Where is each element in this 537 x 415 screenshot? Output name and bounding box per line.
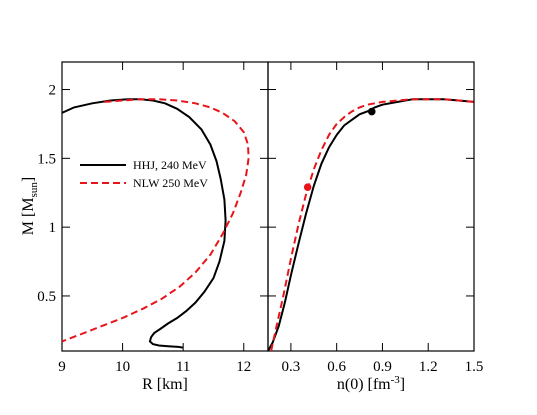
- left-y-tick-label: 0.5: [37, 289, 56, 305]
- left-y-tick-label: 1.5: [37, 151, 56, 167]
- right-x-tick-label: 0.3: [282, 359, 301, 375]
- legend-label-nlw: NLW 250 MeV: [133, 176, 208, 190]
- left-y-tick-label: 1: [49, 220, 57, 236]
- mass-radius-panel: 9 10 11 12 0.5 1 1.5 2 R [km] M [Msun] HHJ, 240…: [20, 61, 269, 393]
- left-x-axis-label: R [km]: [142, 376, 188, 393]
- right-plot-frame: [267, 61, 475, 352]
- right-x-axis-label: n(0) [fm-3]: [337, 374, 405, 393]
- legend-label-hhj: HHJ, 240 MeV: [133, 158, 207, 172]
- right-max-mass-marker-nlw: [303, 183, 312, 192]
- left-y-axis-label: M [Msun]: [20, 177, 40, 235]
- left-plot-frame: [61, 61, 269, 352]
- right-series: [268, 98, 474, 351]
- legend: HHJ, 240 MeV NLW 250 MeV: [80, 158, 208, 190]
- left-x-tick-label: 12: [236, 359, 251, 375]
- left-series-line-nlw: [62, 98, 250, 343]
- left-x-tick-label: 10: [115, 359, 130, 375]
- left-y-tick-label: 2: [49, 83, 57, 99]
- left-ticks: 9 10 11 12 0.5 1 1.5 2: [37, 62, 268, 375]
- right-ticks: 0.3 0.6 0.9 1.2 1.5: [268, 62, 483, 375]
- left-x-tick-label: 11: [176, 359, 190, 375]
- left-series-line-hhj: [62, 98, 227, 349]
- right-series-line-hhj: [268, 98, 474, 351]
- right-x-tick-label: 0.6: [327, 359, 346, 375]
- right-series-line-nlw: [270, 98, 474, 351]
- right-x-tick-label: 1.2: [419, 359, 438, 375]
- left-x-tick-label: 9: [58, 359, 66, 375]
- left-series: [62, 98, 250, 349]
- right-max-mass-marker-hhj: [367, 107, 376, 116]
- right-x-tick-label: 0.9: [373, 359, 392, 375]
- mass-density-panel: 0.3 0.6 0.9 1.2 1.5 n(0) [fm-3]: [267, 61, 483, 393]
- right-x-tick-label: 1.5: [465, 359, 484, 375]
